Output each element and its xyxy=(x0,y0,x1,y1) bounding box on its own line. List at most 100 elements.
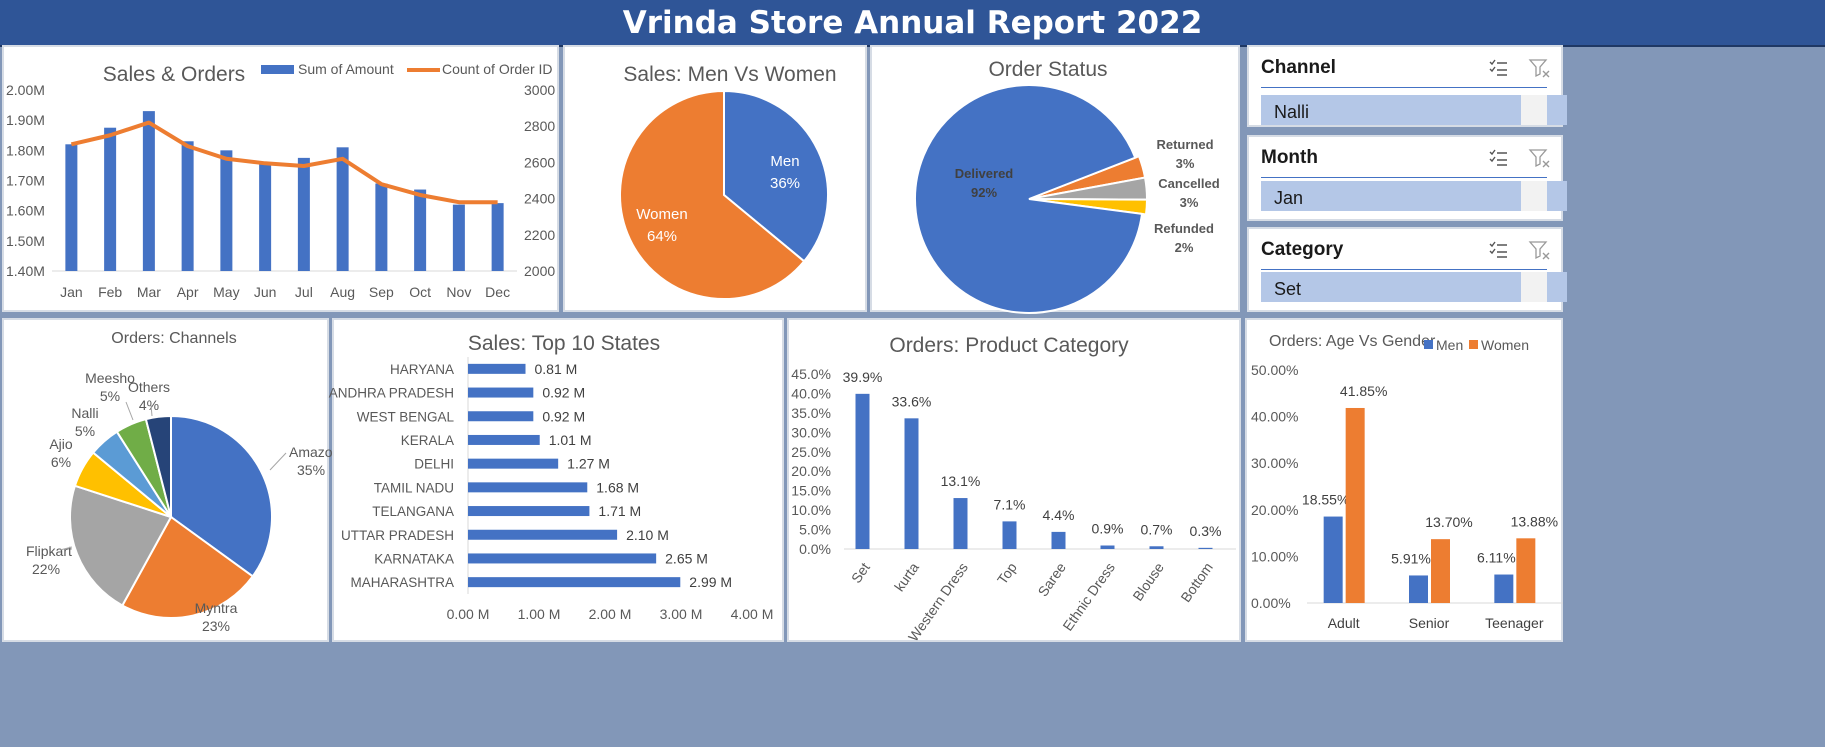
month-slicer-title: Month xyxy=(1261,147,1318,168)
x-tick-label: 1.00 M xyxy=(518,606,561,622)
data-label: 0.92 M xyxy=(542,408,585,424)
channel-slicer[interactable]: Channel Nalli xyxy=(1247,45,1567,127)
category-slicer-title: Category xyxy=(1261,239,1344,260)
y-tick-label: 30.00% xyxy=(1251,455,1298,471)
x-tick-label: Top xyxy=(994,559,1020,587)
clear-filter-icon[interactable] xyxy=(1528,59,1550,78)
y-left-tick-label: 1.50M xyxy=(6,233,45,249)
x-tick-label: Set xyxy=(848,559,873,585)
x-tick-label: Mar xyxy=(137,284,161,300)
month-slicer-scrollbar[interactable] xyxy=(1521,181,1547,211)
top-states-chart: Sales: Top 10 States HARYANA 0.81 M ANDHRA … xyxy=(329,332,774,622)
month-slicer[interactable]: Month Jan xyxy=(1247,135,1567,221)
category-bar xyxy=(1051,531,1066,549)
category-bar xyxy=(855,393,870,549)
bar-men xyxy=(1409,575,1428,603)
amount-bar xyxy=(104,127,117,271)
amount-bar xyxy=(414,189,427,271)
chart-title: Orders: Product Category xyxy=(889,334,1129,357)
multi-select-icon[interactable] xyxy=(1489,241,1509,259)
category-slicer-item[interactable]: Set xyxy=(1261,272,1567,302)
data-label: 1.01 M xyxy=(549,432,592,448)
x-tick-label: Jul xyxy=(295,284,313,300)
slice-label-myntra: Myntra xyxy=(195,600,238,616)
slice-pct-flipkart: 22% xyxy=(32,561,60,577)
slice-label-delivered: Delivered xyxy=(955,166,1014,181)
slice-pct-returned: 3% xyxy=(1176,156,1195,171)
y-right-tick-label: 2000 xyxy=(524,263,555,279)
y-left-tick-label: 1.40M xyxy=(6,263,45,279)
state-bar xyxy=(468,434,540,445)
state-bar xyxy=(468,553,657,564)
y-tick-label: 10.0% xyxy=(791,502,831,518)
data-label: 1.68 M xyxy=(596,479,639,495)
leader-line-flipkart xyxy=(59,546,73,551)
slice-label-refunded: Refunded xyxy=(1154,221,1214,236)
channel-slicer-title: Channel xyxy=(1261,57,1336,78)
y-tick-label: 30.0% xyxy=(791,424,831,440)
x-tick-label: Adult xyxy=(1328,615,1360,631)
multi-select-icon[interactable] xyxy=(1489,149,1509,167)
men-women-panel: Sales: Men Vs Women Men 36% Women 64% xyxy=(563,45,867,312)
legend-swatch-women xyxy=(1469,340,1478,349)
clear-filter-icon[interactable] xyxy=(1528,149,1550,168)
order-status-panel: Order Status Returned 3% Cancelled 3% Refunde… xyxy=(870,45,1240,314)
x-tick-label: Jun xyxy=(254,284,277,300)
legend-swatch-men xyxy=(1424,340,1433,349)
x-tick-label: Oct xyxy=(409,284,431,300)
category-slicer[interactable]: Category Set xyxy=(1247,227,1567,312)
product-category-panel: Orders: Product Category 45.0% 40.0% 35.0% 3… xyxy=(787,318,1241,644)
y-tick-label: 20.0% xyxy=(791,463,831,479)
leader-line-others xyxy=(150,404,153,417)
amount-bar xyxy=(65,144,78,271)
legend-label-women: Women xyxy=(1481,337,1529,353)
amount-bar xyxy=(181,141,194,271)
month-slicer-item[interactable]: Jan xyxy=(1261,181,1567,211)
y-right-tick-label: 2400 xyxy=(524,191,555,207)
legend-label-orders: Count of Order ID xyxy=(442,61,553,77)
y-tick-label: UTTAR PRADESH xyxy=(341,528,454,543)
data-label-women: 13.70% xyxy=(1425,514,1472,530)
y-tick-label: 0.0% xyxy=(799,541,831,557)
y-tick-label: 0.00% xyxy=(1251,595,1291,611)
x-tick-label: Dec xyxy=(485,284,510,300)
y-tick-label: 50.00% xyxy=(1251,362,1298,378)
amount-bar xyxy=(336,147,349,271)
y-right-tick-label: 2600 xyxy=(524,154,555,170)
data-label: 39.9% xyxy=(843,369,883,385)
chart-title: Sales & Orders xyxy=(103,63,245,86)
slice-pct-amazon: 35% xyxy=(297,462,325,478)
slice-label-returned: Returned xyxy=(1156,137,1213,152)
leader-line-meesho xyxy=(125,401,134,421)
y-left-tick-label: 1.70M xyxy=(6,173,45,189)
x-tick-label: kurta xyxy=(891,559,922,594)
legend-swatch-amount xyxy=(261,65,294,74)
top-states-panel: Sales: Top 10 States HARYANA 0.81 M ANDHRA … xyxy=(329,318,784,642)
multi-select-icon[interactable] xyxy=(1489,59,1509,77)
slice-label-others: Others xyxy=(128,379,170,395)
channel-slicer-item[interactable]: Nalli xyxy=(1261,95,1567,125)
month-slicer-divider xyxy=(1261,177,1547,178)
pie-slice-others xyxy=(144,414,172,518)
age-gender-panel: Orders: Age Vs Gender Men Women 50.00% 40.00… xyxy=(1245,318,1563,642)
x-tick-label: Nov xyxy=(446,284,471,300)
state-bar xyxy=(468,529,618,540)
bar-men xyxy=(1494,574,1514,603)
y-tick-label: 10.00% xyxy=(1251,548,1298,564)
slice-pct-nalli: 5% xyxy=(75,423,95,439)
data-label: 1.71 M xyxy=(598,503,641,519)
channel-slicer-scrollbar[interactable] xyxy=(1521,95,1547,125)
slice-pct-women: 64% xyxy=(647,228,677,245)
y-tick-label: 20.00% xyxy=(1251,502,1298,518)
x-tick-label: Blouse xyxy=(1129,559,1167,603)
data-label: 0.9% xyxy=(1092,521,1124,537)
clear-filter-icon[interactable] xyxy=(1528,241,1550,260)
channel-slicer-divider xyxy=(1261,87,1547,88)
y-tick-label: 40.00% xyxy=(1251,409,1298,425)
category-slicer-scrollbar[interactable] xyxy=(1521,272,1547,302)
x-tick-label: May xyxy=(213,284,239,300)
channels-panel: Orders: Channels Amazon 35% Myntra 23% Flipka… xyxy=(2,318,340,642)
data-label: 0.92 M xyxy=(542,385,585,401)
data-label: 33.6% xyxy=(892,393,932,409)
y-tick-label: 15.0% xyxy=(791,483,831,499)
